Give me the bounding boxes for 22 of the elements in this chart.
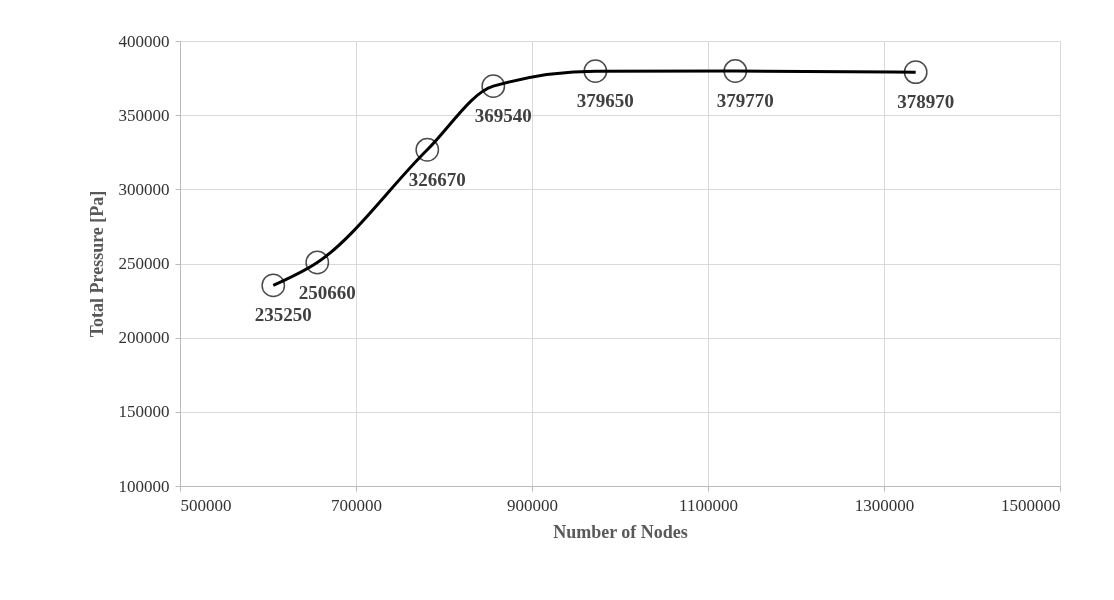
data-label: 250660	[298, 281, 356, 303]
data-label: 326670	[408, 168, 466, 190]
y-tick-label: 350000	[118, 105, 170, 125]
y-tick-label: 400000	[118, 31, 170, 51]
data-label: 378970	[897, 91, 955, 113]
data-label: 379650	[576, 90, 634, 112]
data-label: 369540	[474, 105, 532, 127]
x-tick-label: 500000	[180, 495, 232, 515]
y-tick-label: 300000	[118, 179, 170, 199]
y-tick-label: 200000	[118, 328, 170, 348]
x-tick-label: 1100000	[679, 495, 738, 515]
x-tick-label: 1300000	[854, 495, 915, 515]
x-tick-label: 1500000	[1001, 495, 1061, 515]
y-tick-label: 250000	[118, 254, 170, 273]
x-tick-label: 700000	[331, 495, 382, 515]
x-axis-title: Number of Nodes	[553, 521, 688, 542]
data-label: 379770	[716, 90, 774, 112]
y-tick-label: 150000	[118, 402, 170, 422]
y-tick-label: 100000	[118, 476, 170, 496]
x-tick-label: 900000	[507, 495, 558, 515]
data-label: 235250	[254, 304, 312, 326]
y-axis-title: Total Pressure [Pa]	[86, 190, 107, 338]
